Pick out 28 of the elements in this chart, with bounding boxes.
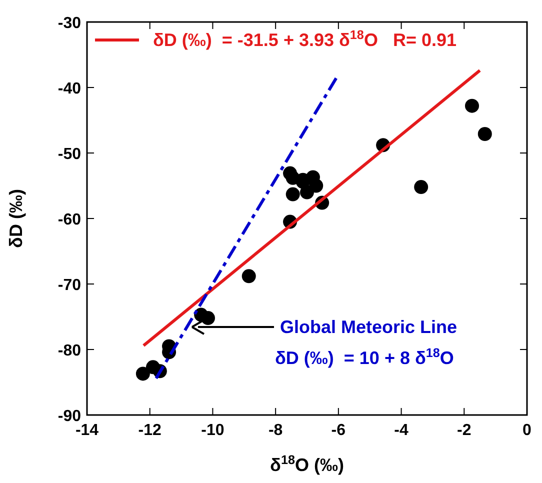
- point: [465, 98, 479, 113]
- y-tick-label: -40: [58, 80, 82, 98]
- x-tick-label: -14: [75, 422, 99, 439]
- annotation: Global Meteoric Line: [280, 317, 458, 337]
- point: [414, 180, 428, 194]
- point: [201, 311, 215, 326]
- y-tick-label: -50: [58, 146, 82, 163]
- point: [136, 366, 150, 381]
- annotation: δD (‰) = 10 + 8 δ$^{18}$O: [275, 346, 454, 368]
- y-tick-label: -70: [58, 277, 82, 294]
- point: [286, 187, 300, 202]
- point: [478, 127, 492, 142]
- x-tick-label: -4: [394, 422, 408, 439]
- point: [309, 178, 324, 193]
- point: [242, 269, 256, 284]
- y-axis-title: δD (‰): [6, 189, 26, 248]
- x-tick-label: 0: [522, 422, 532, 439]
- x-tick-label: -6: [331, 422, 346, 439]
- x-tick-label: -12: [138, 422, 162, 439]
- legend-label: δD (‰) = -31.5 + 3.93 δ$^{18}$O R= 0.91: [153, 28, 456, 50]
- x-tick-label: -2: [457, 422, 472, 439]
- y-tick-label: -30: [58, 15, 82, 32]
- x-tick-label: -8: [268, 422, 283, 439]
- x-tick-label: -10: [201, 422, 224, 439]
- y-tick-label: -80: [58, 342, 82, 360]
- y-tick-label: -90: [58, 408, 82, 425]
- y-tick-label: -60: [58, 212, 82, 228]
- x-axis-title: δ$^{18}$O (‰): [270, 453, 344, 475]
